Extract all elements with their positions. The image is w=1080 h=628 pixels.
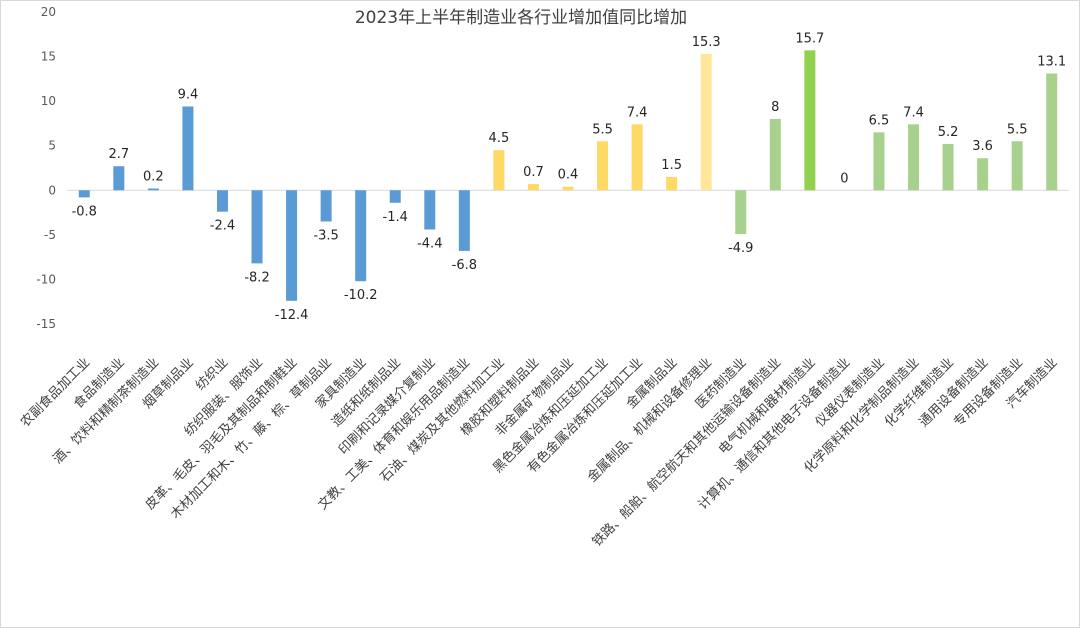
bar-17: [666, 176, 678, 191]
data-label-4: -2.4: [210, 219, 235, 234]
bar-9: [389, 190, 401, 203]
data-label-1: 2.7: [108, 147, 129, 162]
bar-2: [147, 188, 159, 191]
data-label-13: 0.7: [523, 165, 544, 180]
data-label-22: 0: [840, 171, 848, 186]
y-axis-ticks: 20 15 10 5 0 -5 -10 -15: [36, 5, 56, 331]
bar-20: [769, 118, 781, 191]
bar-14: [562, 186, 574, 191]
data-label-5: -8.2: [244, 270, 269, 285]
bar-5: [251, 190, 263, 264]
chart-title: 2023年上半年制造业各行业增加值同比增加: [355, 8, 687, 28]
bar-24: [908, 124, 920, 191]
bar-18: [700, 53, 712, 191]
y-tick-label-5: -5: [44, 228, 56, 242]
bar-28: [1046, 73, 1058, 191]
data-label-24: 7.4: [903, 105, 924, 120]
data-label-3: 9.4: [178, 87, 199, 102]
y-tick-label-2: 10: [41, 94, 56, 108]
data-label-27: 5.5: [1007, 122, 1028, 137]
bar-6: [286, 190, 298, 301]
bar-11: [458, 190, 470, 251]
data-label-20: 8: [771, 100, 779, 115]
data-label-9: -1.4: [383, 210, 408, 225]
bar-4: [216, 190, 228, 212]
data-label-18: 15.3: [692, 35, 721, 50]
bar-12: [493, 150, 505, 191]
data-label-17: 1.5: [661, 158, 682, 173]
bar-21: [804, 50, 816, 191]
data-labels-group: -0.82.70.29.4-2.4-8.2-12.4-3.5-10.2-1.4-…: [72, 31, 1067, 322]
bar-10: [424, 190, 436, 230]
bar-13: [527, 184, 539, 191]
bars-group: [78, 50, 1058, 301]
x-axis-labels: 农副食品加工业食品制造业酒、饮料和精制茶制造业烟草制品业纺织业纺织服装、服饰业皮…: [17, 355, 1060, 550]
data-label-7: -3.5: [313, 228, 338, 243]
data-label-19: -4.9: [728, 241, 753, 256]
bar-23: [873, 132, 885, 191]
bar-15: [597, 141, 609, 191]
data-label-10: -4.4: [417, 237, 442, 252]
y-tick-label-0: 20: [41, 5, 56, 19]
bar-19: [735, 190, 747, 234]
data-label-21: 15.7: [795, 31, 824, 46]
y-tick-label-6: -10: [36, 272, 56, 286]
y-tick-label-3: 5: [48, 139, 56, 153]
data-label-16: 7.4: [627, 105, 648, 120]
bar-26: [977, 158, 989, 191]
bar-7: [320, 190, 332, 222]
bar-27: [1011, 141, 1023, 191]
y-tick-label-4: 0: [48, 183, 56, 197]
y-tick-label-1: 15: [41, 50, 56, 64]
bar-8: [355, 190, 367, 282]
data-label-6: -12.4: [275, 308, 309, 323]
data-label-28: 13.1: [1037, 55, 1066, 70]
data-label-23: 6.5: [869, 113, 890, 128]
data-label-26: 3.6: [972, 139, 993, 154]
data-label-25: 5.2: [938, 125, 959, 140]
data-label-12: 4.5: [489, 131, 510, 146]
y-tick-label-7: -15: [36, 317, 56, 331]
bar-3: [182, 106, 194, 191]
data-label-11: -6.8: [452, 258, 477, 273]
bar-25: [942, 143, 954, 191]
data-label-8: -10.2: [344, 288, 378, 303]
data-label-15: 5.5: [592, 122, 613, 137]
x-tick-label-7: 木材加工和木、竹、藤、棕、草制品业: [168, 355, 335, 522]
bar-0: [78, 190, 90, 198]
bar-16: [631, 124, 643, 191]
data-label-0: -0.8: [72, 204, 97, 219]
data-label-14: 0.4: [558, 168, 579, 183]
data-label-2: 0.2: [143, 170, 164, 185]
bar-1: [113, 166, 125, 191]
